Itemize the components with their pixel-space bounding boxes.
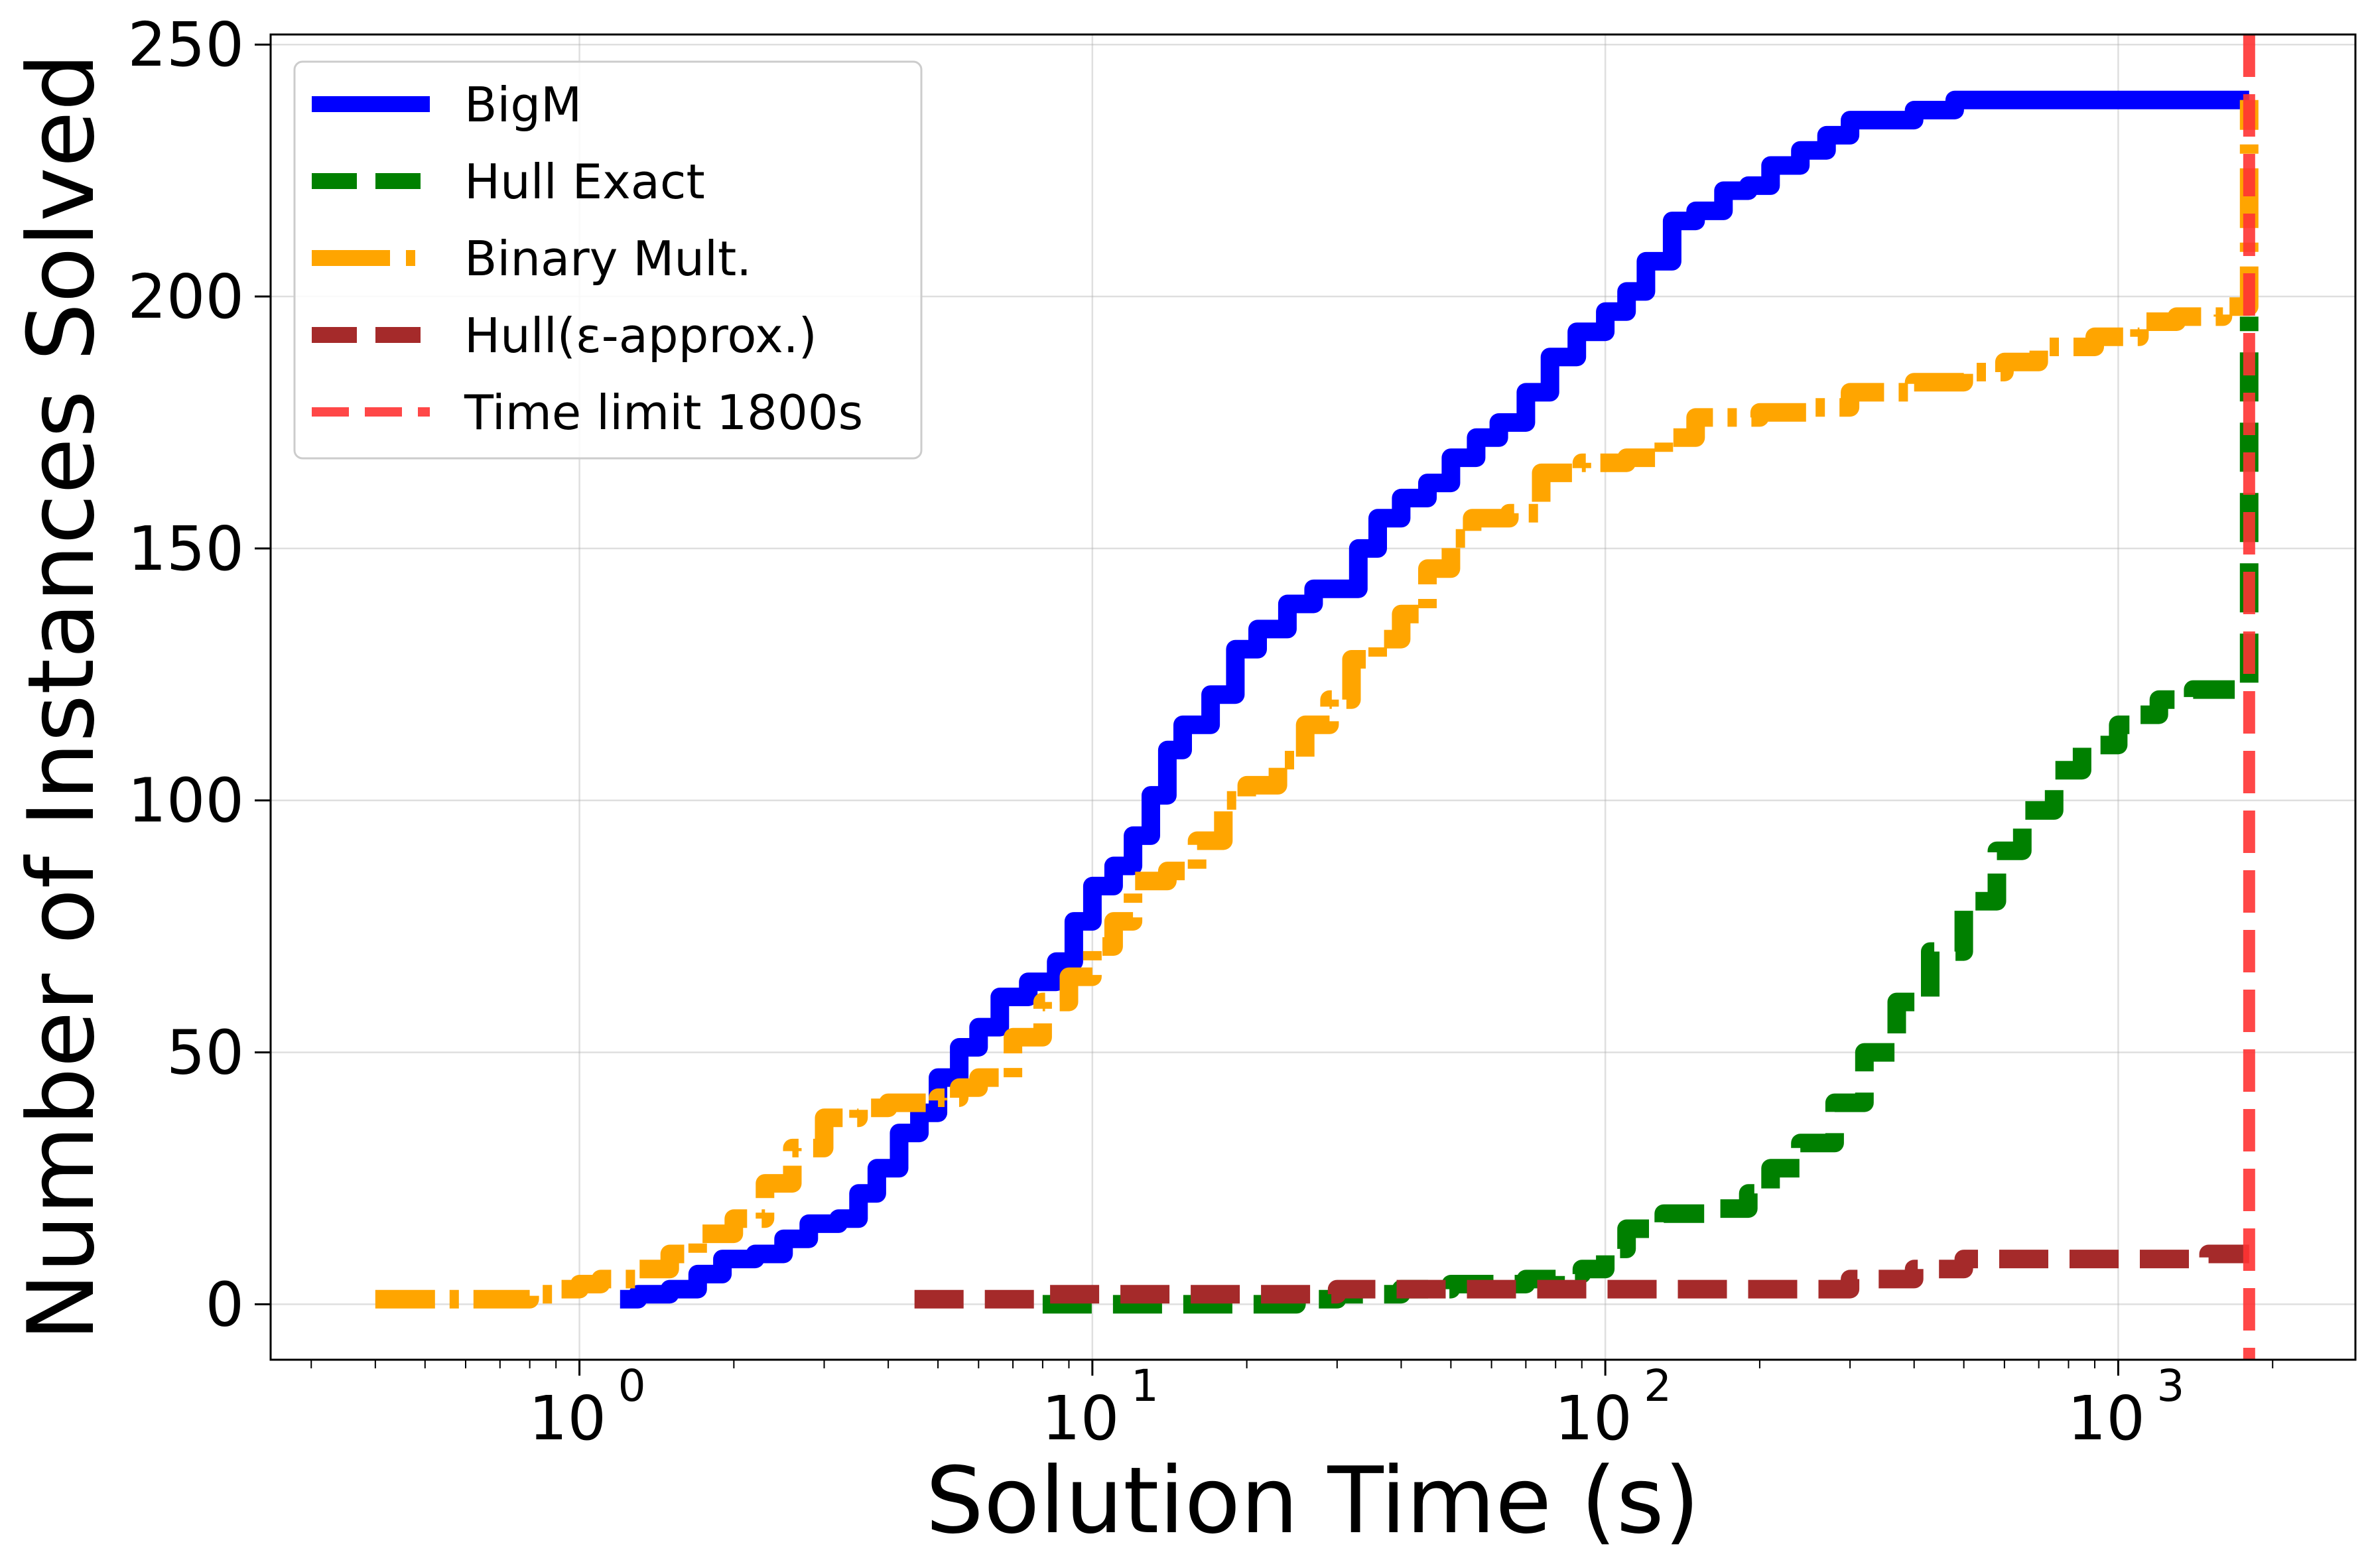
x-tick-exponent: 1 <box>1131 1360 1159 1411</box>
x-tick-label: 10 <box>1555 1383 1632 1454</box>
plot-frame <box>269 33 2357 1361</box>
legend-label: Binary Mult. <box>464 231 752 287</box>
x-axis-ticks: 10 0 10 1 10 2 10 3 <box>529 1360 2184 1454</box>
series-line-1 <box>620 90 2249 1309</box>
x-axis-label: Solution Time (s) <box>925 1447 1699 1554</box>
legend-label: Hull(ε-approx.) <box>464 308 817 363</box>
y-tick-label: 100 <box>127 765 244 836</box>
y-tick-label: 200 <box>127 261 244 332</box>
legend-label: BigM <box>464 77 582 133</box>
y-axis-ticks: 0 50 100 150 200 250 <box>127 9 271 1340</box>
y-axis-label: Number of Instances Solved <box>8 53 115 1341</box>
x-tick-label: 10 <box>2068 1383 2145 1454</box>
x-minor-ticks <box>310 1360 2274 1368</box>
x-tick-exponent: 2 <box>1644 1360 1672 1411</box>
series-line-4 <box>914 1244 2249 1309</box>
y-tick-label: 250 <box>127 9 244 80</box>
legend-entries: BigM Hull Exact Binary Mult. Hull(ε-approx.… <box>312 77 863 440</box>
x-tick-label: 10 <box>529 1383 606 1454</box>
x-tick-exponent: 3 <box>2156 1360 2184 1411</box>
y-tick-label: 0 <box>205 1269 244 1340</box>
legend-label: Time limit 1800s <box>464 385 863 440</box>
x-tick-exponent: 0 <box>618 1360 646 1411</box>
x-tick-label: 10 <box>1041 1383 1119 1454</box>
series-line-3 <box>375 99 2259 1309</box>
legend-frame <box>293 60 923 460</box>
y-tick-label: 50 <box>166 1017 244 1088</box>
series-group <box>375 90 2259 1314</box>
series-line-2 <box>1042 316 2259 1314</box>
legend: BigM Hull Exact Binary Mult. Hull(ε-approx.… <box>293 60 923 460</box>
legend-label: Hull Exact <box>464 154 705 210</box>
y-tick-label: 150 <box>127 513 244 584</box>
